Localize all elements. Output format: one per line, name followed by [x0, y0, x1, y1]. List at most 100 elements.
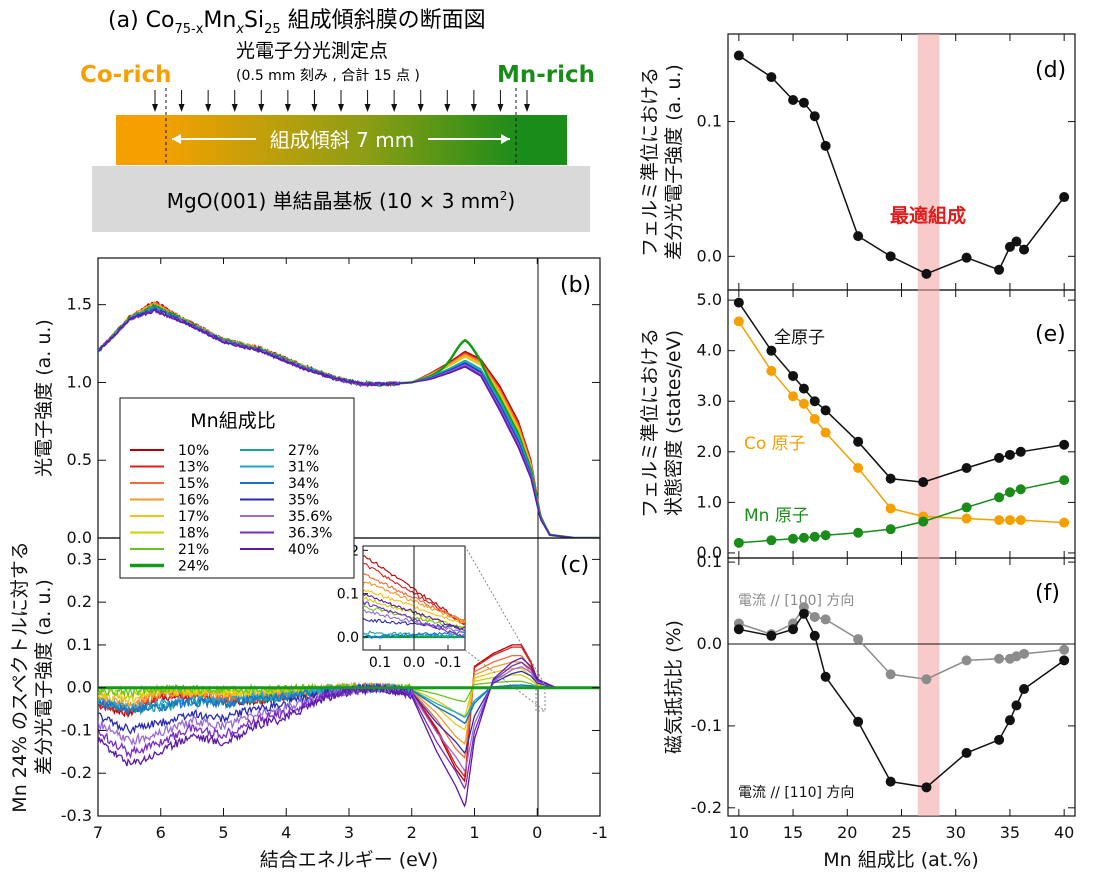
xtick-label: 2	[407, 823, 417, 842]
ytick-label: -0.2	[691, 798, 722, 817]
data-point	[766, 345, 777, 356]
data-point	[885, 524, 896, 535]
legend-label: 15%	[178, 476, 209, 492]
legend-title: Mn組成比	[190, 410, 275, 432]
panel-c-xlabel: 結合エネルギー (eV)	[260, 849, 439, 871]
gradient-arrowhead-left	[172, 134, 181, 144]
data-point	[798, 383, 809, 394]
data-point	[918, 516, 929, 527]
measurement-arrowhead	[178, 104, 185, 112]
measurement-points-label: 光電子分光測定点	[236, 40, 388, 62]
data-point	[1004, 515, 1015, 526]
measurement-arrowhead	[152, 104, 158, 112]
measurement-points-note: (0.5 mm 刻み , 合計 15 点 )	[236, 68, 420, 84]
xtick-label: 1	[469, 823, 479, 842]
data-point	[788, 624, 799, 635]
ytick-label: -0.3	[61, 806, 92, 825]
legend-label: 34%	[288, 476, 319, 492]
data-point	[1015, 515, 1026, 526]
measurement-arrowhead	[444, 104, 451, 112]
legend-label: 36.3%	[288, 526, 332, 542]
ytick-label: -0.1	[61, 720, 92, 739]
series-line	[738, 320, 1065, 524]
data-point	[766, 630, 777, 641]
ytick-label: 1.5	[67, 295, 92, 314]
data-point	[1011, 700, 1022, 711]
inset-xtick-label: 0.1	[369, 655, 391, 671]
panel-f-xlabel: Mn 組成比 (at.%)	[823, 849, 979, 871]
ytick-label: 0.0	[67, 528, 92, 547]
inset-zoom-guide-bottom	[464, 649, 546, 712]
data-point	[733, 297, 744, 308]
data-point	[798, 532, 809, 543]
panel-d: (d) フェルミ準位における 差分光電子強度 (a. u.)	[639, 33, 1076, 291]
data-point	[1059, 655, 1070, 666]
xtick-label: -1	[592, 823, 608, 842]
data-point	[885, 669, 896, 680]
inset-ytick-label: 0.1	[337, 587, 359, 603]
legend-label: 24%	[178, 559, 209, 575]
ytick-label: 0.1	[697, 552, 722, 571]
data-point	[733, 537, 744, 548]
data-point	[994, 734, 1005, 745]
xtick-label: 3	[344, 823, 354, 842]
data-point	[1059, 475, 1070, 486]
data-point	[809, 396, 820, 407]
ytick-label: 1.0	[697, 492, 722, 511]
data-point	[733, 624, 744, 635]
measurement-arrowhead	[497, 104, 504, 112]
data-point	[1015, 446, 1026, 457]
data-point	[853, 231, 864, 242]
ytick-label: 0.0	[67, 678, 92, 697]
legend-label: 21%	[178, 542, 209, 558]
panel-e-ylabel-line2: 状態密度 (states/eV)	[663, 330, 685, 516]
panel-e-ylabel-line1: フェルミ準位における	[639, 328, 661, 518]
data-point	[921, 268, 932, 279]
data-point	[1011, 651, 1022, 662]
data-point	[961, 462, 972, 473]
data-point	[885, 503, 896, 514]
substrate-label: MgO(001) 単結晶基板 (10 × 3 mm2)	[167, 189, 515, 213]
series-label: Mn 原子	[744, 506, 809, 526]
series-label: 電流 // [110] 方向	[738, 785, 854, 801]
xtick-label: 40	[1054, 823, 1074, 842]
xtick-label: 30	[946, 823, 966, 842]
data-point	[961, 747, 972, 758]
series-label: 全原子	[774, 328, 825, 348]
spectrum-line	[98, 308, 600, 538]
ytick-label: 3.0	[697, 391, 722, 410]
data-point	[809, 111, 820, 122]
xtick-label: 20	[837, 823, 857, 842]
data-point	[766, 535, 777, 546]
data-point	[994, 452, 1005, 463]
data-point	[994, 653, 1005, 664]
data-point	[961, 513, 972, 524]
panel-f: (f) 磁気抵抗比 (%) Mn 組成比 (at.%)	[663, 557, 1076, 871]
data-point	[921, 674, 932, 685]
inset-ticks: 0.00.10.20.10.0-0.1	[337, 543, 462, 671]
xtick-label: 0	[532, 823, 542, 842]
data-point	[1019, 648, 1030, 659]
panel-b-curves	[98, 300, 600, 538]
inset-zoom-region	[535, 684, 546, 712]
ytick-label: 0.0	[697, 246, 722, 265]
legend-label: 18%	[178, 526, 209, 542]
data-point	[820, 427, 831, 438]
panel-d-ylabel-line1: フェルミ準位における	[639, 67, 661, 257]
data-point	[885, 776, 896, 787]
panel-c-ticks: -0.3 -0.2 -0.1 0.0 0.1 0.2 0.3 7 6 5 4 3 2 1 0 -1	[61, 549, 608, 842]
xtick-label: 35	[1000, 823, 1020, 842]
data-point	[994, 492, 1005, 503]
data-point	[733, 50, 744, 61]
data-point	[1004, 715, 1015, 726]
data-point	[788, 370, 799, 381]
ytick-label: 0.0	[697, 543, 722, 562]
ytick-label: 5.0	[697, 290, 722, 309]
ytick-label: 0.1	[67, 635, 92, 654]
panel-b-letter: (b)	[560, 273, 591, 298]
ytick-label: 0.5	[67, 450, 92, 469]
legend-label: 35.6%	[288, 509, 332, 525]
data-point	[809, 630, 820, 641]
xtick-label: 25	[891, 823, 911, 842]
